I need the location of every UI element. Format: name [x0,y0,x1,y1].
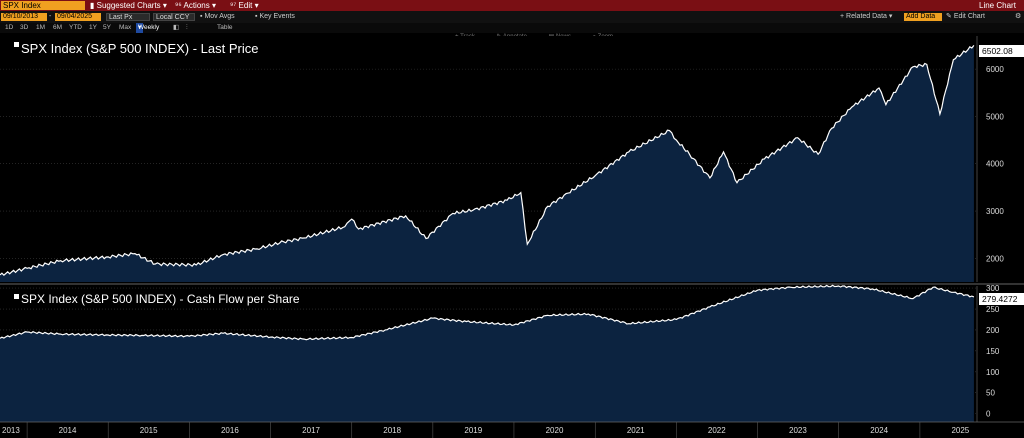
period-1d[interactable]: 1D [5,24,14,31]
y-tick-label: 3000 [986,207,1004,216]
last-value-box [979,293,1024,305]
actions-button[interactable]: ⁹⁶ Actions ▾ [175,1,216,10]
end-date-input[interactable]: 09/04/2025 [55,13,101,21]
x-tick-label: 2017 [302,426,320,435]
table-button[interactable]: Table [217,24,233,31]
period-bar: 1D 3D 1M 6M YTD 1Y 5Y Max Weekly ▾ ◧ ⫶ T… [0,23,1024,33]
gear-icon[interactable]: ⚙ [1015,13,1022,20]
y-tick-label: 0 [986,410,991,419]
y-tick-label: 6000 [986,65,1004,74]
x-tick-label: 2015 [140,426,158,435]
key-events-label: Key Events [259,13,295,20]
y-tick-label: 150 [986,347,1000,356]
x-axis-background [0,422,1024,438]
period-3d[interactable]: 3D [20,24,29,31]
suggested-charts-button[interactable]: ▮ Suggested Charts ▾ [90,1,167,10]
price-legend: SPX Index (S&P 500 INDEX) - Last Price [10,39,263,59]
series-area [0,285,974,422]
chart-style-icon[interactable]: ◧ [173,24,180,31]
frequency-select[interactable]: Weekly ▾ [136,23,160,33]
period-1m[interactable]: 1M [36,24,46,31]
x-tick-label: 2014 [59,426,77,435]
x-tick-label: 2023 [789,426,807,435]
price-legend-label: SPX Index (S&P 500 INDEX) - Last Price [21,41,259,56]
x-tick-label: 2025 [951,426,969,435]
cashflow-legend: SPX Index (S&P 500 INDEX) - Cash Flow pe… [10,291,304,308]
x-tick-label: 2016 [221,426,239,435]
x-tick-label: 2024 [870,426,888,435]
top-command-bar: SPX Index ▮ Suggested Charts ▾ ⁹⁶ Action… [0,0,1024,11]
edit-button[interactable]: ⁹⁷ Edit ▾ [230,1,259,10]
y-tick-label: 5000 [986,112,1004,121]
actions-label: Actions [183,1,210,10]
frequency-label: Weekly [138,24,160,31]
series-line [0,284,975,341]
period-5y[interactable]: 5Y [103,24,111,31]
y-tick-label: 100 [986,368,1000,377]
y-tick-label: 2000 [986,254,1004,263]
cashflow-legend-label: SPX Index (S&P 500 INDEX) - Cash Flow pe… [21,292,300,306]
date-separator: - [49,13,52,20]
price-panel: 2000 3000 4000 5000 6000 6502.08 [0,36,1024,283]
ticker-input[interactable]: SPX Index [1,1,85,10]
period-max[interactable]: Max [119,24,132,31]
mov-avgs-toggle[interactable]: ▪ Mov Avgs [200,13,235,20]
legend-marker [14,42,19,47]
currency-select[interactable]: Local CCY [153,13,195,21]
x-axis: 2013 2014 2015 2016 2017 2018 2019 2020 2021 2022… [0,421,1024,438]
edit-chart-button[interactable]: ✎ Edit Chart [946,13,985,20]
field-select[interactable]: Last Px [106,13,150,21]
mov-avgs-label: Mov Avgs [204,13,235,20]
series-area [0,45,974,283]
y-tick-label: 200 [986,326,1000,335]
related-data-label: Related Data [846,13,887,20]
x-tick-label: 2019 [464,426,482,435]
period-1y[interactable]: 1Y [89,24,97,31]
y-tick-label: 300 [986,284,1000,293]
series-line [0,45,975,277]
period-6m[interactable]: 6M [53,24,63,31]
last-value-label: 6502.08 [982,46,1013,56]
legend-marker [14,294,19,299]
x-tick-label: 2013 [2,426,20,435]
suggested-charts-label: Suggested Charts [96,1,161,10]
settings-bar: 09/10/2013 - 09/04/2025 Last Px Local CC… [0,11,1024,23]
x-tick-label: 2022 [708,426,726,435]
chart-type-label: Line Chart [979,1,1016,10]
x-tick-label: 2018 [383,426,401,435]
related-data-button[interactable]: + Related Data ▾ [840,13,893,20]
period-ytd[interactable]: YTD [69,24,82,31]
y-tick-label: 4000 [986,160,1004,169]
chart-count-icon[interactable]: ⫶ [186,24,188,31]
x-tick-label: 2020 [546,426,564,435]
edit-label: Edit [238,1,253,10]
y-tick-label: 250 [986,305,1000,314]
last-value-label: 279.4272 [982,294,1018,304]
key-events-toggle[interactable]: ▪ Key Events [255,13,295,20]
x-tick-label: 2021 [627,426,645,435]
y-tick-label: 50 [986,389,995,398]
last-value-box [979,45,1024,57]
add-data-input[interactable]: Add Data [904,13,942,21]
start-date-input[interactable]: 09/10/2013 [1,13,47,21]
edit-chart-label: Edit Chart [953,13,985,20]
